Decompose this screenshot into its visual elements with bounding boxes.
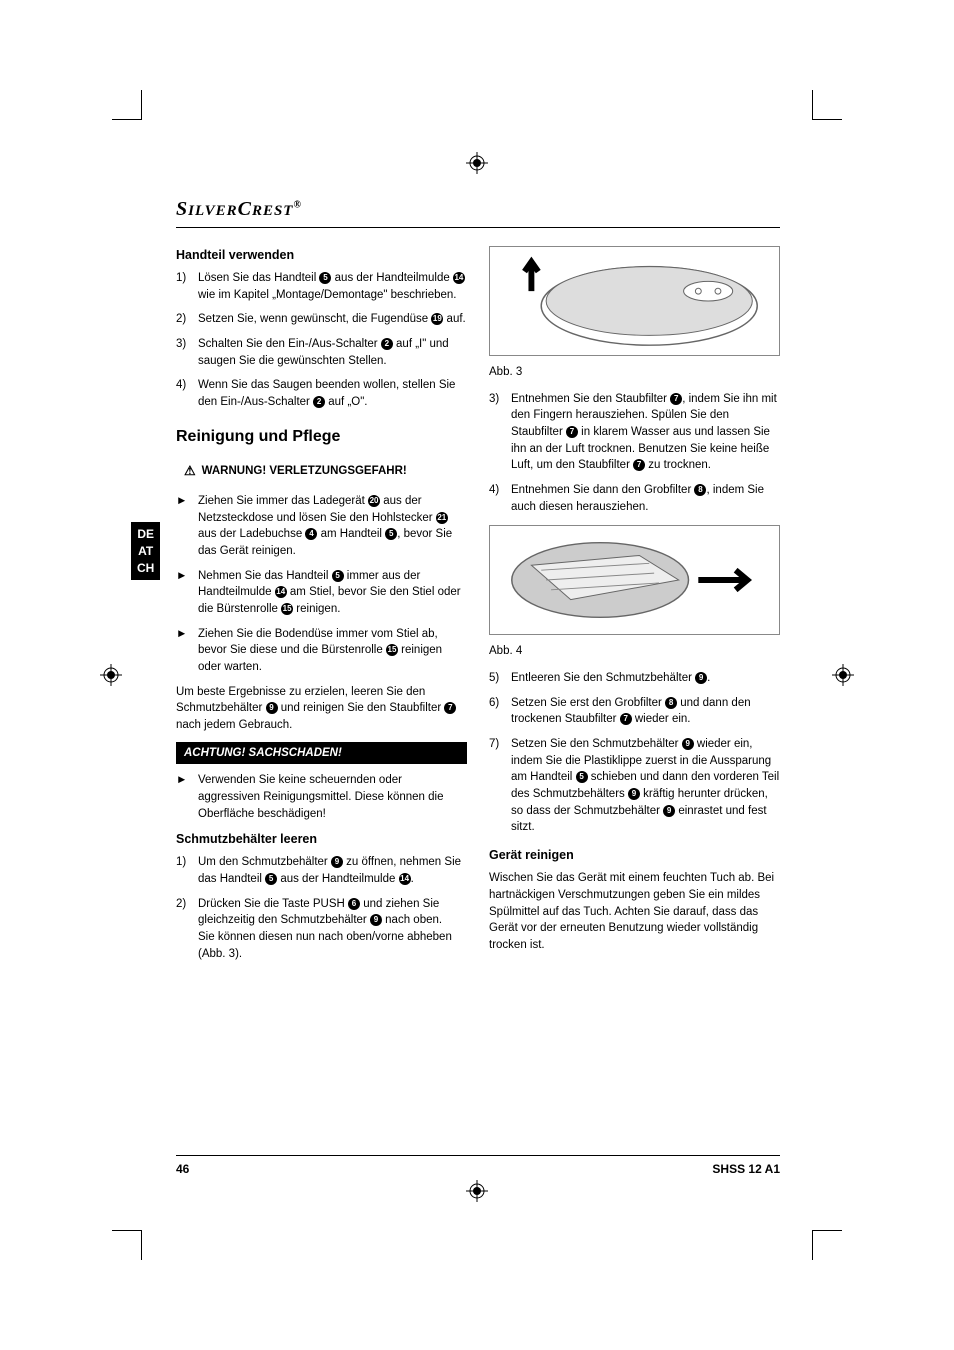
brand-logo: SILVERCREST® <box>176 198 780 221</box>
caution-list: ►Verwenden Sie keine scheuernden oder ag… <box>176 772 467 822</box>
left-column: Handteil verwenden 1)Lösen Sie das Handt… <box>176 246 467 972</box>
right-column: Abb. 3 3)Entnehmen Sie den Staubfilter 7… <box>489 246 780 972</box>
paragraph: Um beste Ergebnisse zu erzielen, leeren … <box>176 684 467 734</box>
figure-4-caption: Abb. 4 <box>489 643 780 660</box>
sidebar-lang: AT <box>137 543 154 560</box>
warning-list: ►Ziehen Sie immer das Ladegerät 20 aus d… <box>176 493 467 676</box>
header-rule <box>176 227 780 228</box>
list-schmutz: 1)Um den Schmutzbehälter 9 zu öffnen, ne… <box>176 854 467 962</box>
heading-reinigung: Reinigung und Pflege <box>176 425 467 448</box>
crop-mark <box>812 1230 842 1260</box>
caution-box: ACHTUNG! SACHSCHADEN! <box>176 742 467 765</box>
arrow-icon: ► <box>176 493 198 560</box>
subheading-geraet: Gerät reinigen <box>489 846 780 864</box>
list-e: 5)Entleeren Sie den Schmutzbehälter 9. 6… <box>489 670 780 836</box>
crop-mark <box>112 90 142 120</box>
registration-mark-bottom <box>466 1180 488 1202</box>
page-content: SILVERCREST® Handteil verwenden 1)Lösen … <box>176 198 780 972</box>
figure-3 <box>489 246 780 356</box>
model-number: SHSS 12 A1 <box>712 1162 780 1176</box>
warning-box: ⚠ WARNUNG! VERLETZUNGSGEFAHR! <box>176 458 467 485</box>
page-footer: 46 SHSS 12 A1 <box>176 1155 780 1176</box>
registration-mark-top <box>466 152 488 174</box>
crop-mark <box>112 1230 142 1260</box>
page-number: 46 <box>176 1162 189 1176</box>
figure-3-caption: Abb. 3 <box>489 364 780 381</box>
figure-4 <box>489 525 780 635</box>
subheading-schmutz: Schmutzbehälter leeren <box>176 830 467 848</box>
paragraph-geraet: Wischen Sie das Gerät mit einem feuchten… <box>489 870 780 953</box>
arrow-icon: ► <box>176 772 198 822</box>
crop-mark <box>812 90 842 120</box>
subheading-handteil: Handteil verwenden <box>176 246 467 264</box>
warning-label: WARNUNG! VERLETZUNGSGEFAHR! <box>202 463 407 480</box>
arrow-icon: ► <box>176 626 198 676</box>
sidebar-lang: DE <box>137 526 154 543</box>
arrow-icon: ► <box>176 568 198 618</box>
sidebar-lang: CH <box>137 560 154 577</box>
registration-mark-right <box>832 664 854 686</box>
registration-mark-left <box>100 664 122 686</box>
list-handteil: 1)Lösen Sie das Handteil 5 aus der Handt… <box>176 270 467 411</box>
language-sidebar: DE AT CH <box>131 522 160 580</box>
warning-icon: ⚠ <box>184 462 196 481</box>
list-d: 3)Entnehmen Sie den Staubfilter 7, indem… <box>489 391 780 516</box>
